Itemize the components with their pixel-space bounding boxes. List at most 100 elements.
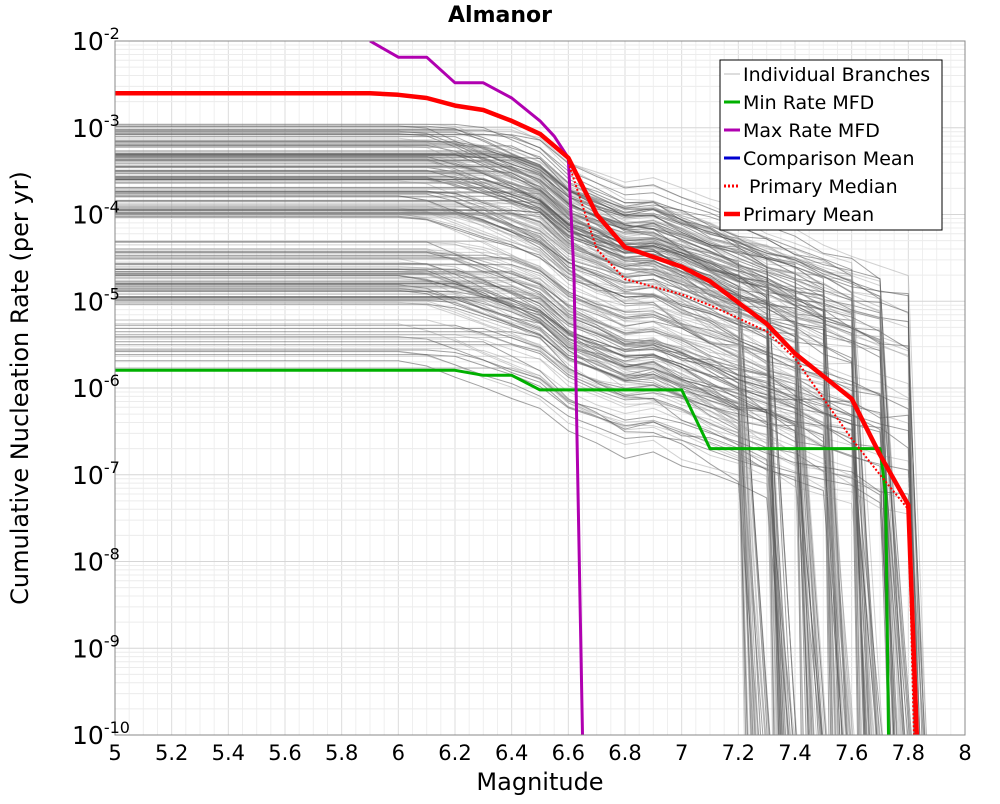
- branch-line: [115, 191, 894, 735]
- x-tick-label: 6.4: [495, 741, 528, 765]
- y-axis-title: Cumulative Nucleation Rate (per yr): [6, 171, 34, 605]
- x-tick-label: 7.4: [778, 741, 811, 765]
- branch-line: [115, 302, 804, 735]
- branch-line: [115, 251, 810, 735]
- branch-line: [115, 268, 766, 735]
- y-tick-label: 10-4: [72, 198, 120, 230]
- x-tick-label: 7.8: [892, 741, 925, 765]
- branch-line: [115, 334, 870, 735]
- branch-line: [115, 355, 924, 735]
- branch-line: [115, 165, 895, 735]
- branch-line: [115, 261, 748, 735]
- branch-line: [115, 161, 916, 735]
- branch-line: [115, 165, 813, 735]
- branch-line: [115, 258, 926, 735]
- branch-line: [115, 181, 761, 735]
- branch-line: [115, 123, 802, 735]
- branch-line: [115, 331, 794, 735]
- branch-line: [115, 215, 870, 735]
- branch-line: [115, 212, 778, 735]
- legend-label: Primary Mean: [743, 204, 874, 226]
- branch-line: [115, 258, 809, 735]
- plot-frame: [114, 40, 966, 736]
- branch-line: [115, 303, 890, 735]
- branch-line: [115, 141, 905, 735]
- branch-line: [115, 213, 851, 735]
- y-tick-label: 10-7: [72, 458, 120, 490]
- x-axis-title: Magnitude: [476, 768, 603, 796]
- branch-line: [115, 328, 924, 735]
- branch-line: [115, 128, 871, 735]
- branch-line: [115, 156, 781, 735]
- branch-line: [115, 277, 917, 735]
- branch-line: [115, 241, 756, 735]
- branch-line: [115, 263, 844, 735]
- branch-line: [115, 248, 843, 735]
- branch-line: [115, 187, 784, 735]
- branch-line: [115, 272, 815, 735]
- branch-line: [115, 338, 783, 735]
- x-tick-label: 6.6: [552, 741, 585, 765]
- branch-line: [115, 341, 760, 735]
- branch-line: [115, 265, 745, 735]
- branch-line: [115, 272, 862, 735]
- branch-line: [115, 190, 865, 735]
- branch-line: [115, 241, 916, 735]
- x-tick-label: 8: [958, 741, 971, 765]
- branch-line: [115, 296, 878, 735]
- branch-line: [115, 195, 889, 735]
- y-tick-labels: 10-2 10-3 10-4 10-5 10-6 10-7 10-8 10-9 10-10: [72, 24, 130, 750]
- branch-line: [115, 177, 919, 735]
- branch-line: [115, 299, 838, 735]
- branch-line: [115, 130, 780, 735]
- series-max-rate-mfd: [369, 41, 584, 735]
- x-tick-label: 7.2: [722, 741, 755, 765]
- branch-line: [115, 289, 823, 735]
- branch-line: [115, 179, 917, 735]
- branch-line: [115, 333, 881, 735]
- individual-branches: [115, 123, 927, 735]
- branch-line: [115, 285, 776, 735]
- branch-line: [115, 183, 757, 735]
- branch-line: [115, 139, 877, 735]
- branch-line: [115, 179, 880, 735]
- branch-line: [115, 123, 821, 735]
- legend-label: Primary Median: [743, 176, 898, 198]
- branch-line: [115, 240, 820, 735]
- x-tick-labels: 5 5.2 5.4 5.6 5.8 6 6.2 6.4 6.6 6.8 7 7.2 7.4 7.6 7.8 8: [108, 741, 971, 765]
- branch-line: [115, 249, 873, 735]
- branch-line: [115, 145, 847, 735]
- y-tick-label: 10-9: [72, 631, 120, 663]
- branch-line: [115, 252, 927, 735]
- branch-line: [115, 301, 836, 735]
- branch-line: [115, 126, 808, 735]
- branch-line: [115, 351, 795, 735]
- branch-line: [115, 348, 899, 735]
- legend-label: Individual Branches: [743, 64, 930, 86]
- legend-box: [719, 59, 943, 231]
- legend: Individual Branches Min Rate MFD Max Rate …: [719, 59, 943, 231]
- branch-line: [115, 150, 852, 735]
- branch-line: [115, 166, 815, 735]
- series-primary-mean: [115, 90, 920, 735]
- branch-line: [115, 171, 865, 735]
- branch-line: [115, 251, 892, 735]
- branch-line: [115, 258, 853, 735]
- branch-line: [115, 193, 781, 735]
- branch-line: [115, 275, 916, 735]
- x-tick-label: 6: [392, 741, 405, 765]
- branch-line: [115, 216, 760, 735]
- branch-line: [115, 204, 879, 735]
- x-tick-label: 6.8: [608, 741, 641, 765]
- x-tick-label: 5.8: [325, 741, 358, 765]
- branch-line: [115, 206, 917, 735]
- branch-line: [115, 288, 839, 735]
- branch-line: [115, 254, 906, 735]
- branch-line: [115, 324, 892, 735]
- branch-line: [115, 213, 854, 735]
- legend-label: Comparison Mean: [743, 148, 915, 170]
- branch-line: [115, 182, 770, 735]
- branch-line: [115, 270, 867, 735]
- branch-line: [115, 208, 822, 735]
